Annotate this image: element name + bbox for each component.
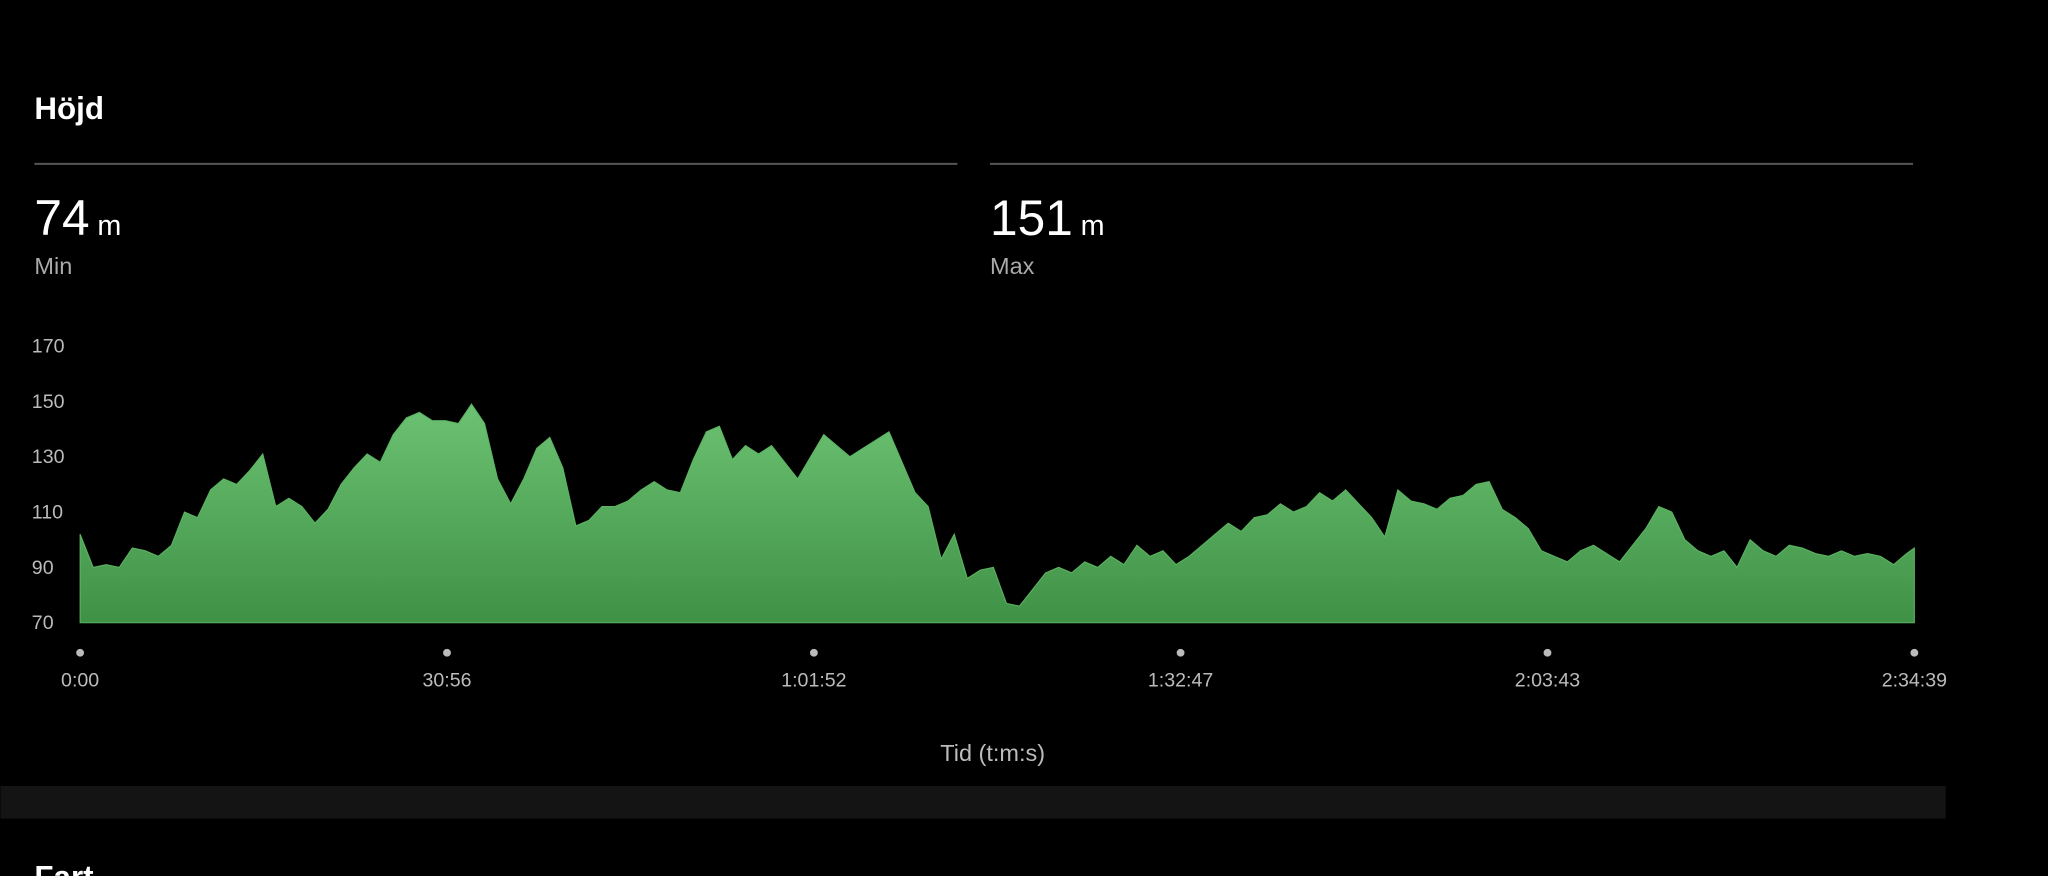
x-tick-dot [1543, 648, 1552, 657]
y-tick-label: 170 [32, 335, 65, 357]
x-tick-dot [1176, 648, 1185, 657]
y-tick-label: 90 [32, 557, 54, 579]
x-tick-dot [76, 648, 85, 657]
stat-label: Min [34, 253, 72, 279]
stat-value: 74 m [34, 190, 121, 246]
stat-number: 151 [990, 190, 1073, 246]
x-tick-label: 2:03:43 [1515, 670, 1580, 692]
x-tick-label: 1:01:52 [781, 670, 846, 692]
y-tick-label: 70 [32, 612, 54, 634]
stat-unit: m [97, 210, 121, 242]
x-tick-label: 0:00 [61, 670, 99, 692]
elevation-area [79, 403, 1915, 624]
x-tick-label: 2:34:39 [1882, 670, 1947, 692]
y-tick-label: 110 [32, 502, 63, 524]
section-title: Fart [34, 860, 94, 876]
stat-label: Max [990, 253, 1035, 279]
x-tick-dot [443, 648, 451, 657]
x-tick-label: 30:56 [423, 670, 472, 692]
stat-number: 74 [34, 190, 89, 246]
stat-unit: m [1081, 210, 1105, 242]
x-tick-dot [1910, 648, 1919, 657]
x-axis-label: Tid (t:m:s) [940, 740, 1045, 766]
section-title: Höjd [34, 91, 104, 126]
chart: 70 90 110 130 150 170 0:00 30:56 1:01:52 1:32:47 2… [32, 335, 1947, 691]
y-tick-label: 130 [32, 446, 65, 468]
stat-value: 151 m [990, 190, 1105, 246]
section-separator [0, 785, 1946, 819]
y-tick-label: 150 [32, 391, 65, 413]
x-tick-label: 1:32:47 [1148, 670, 1213, 692]
x-tick-dot [809, 648, 818, 657]
